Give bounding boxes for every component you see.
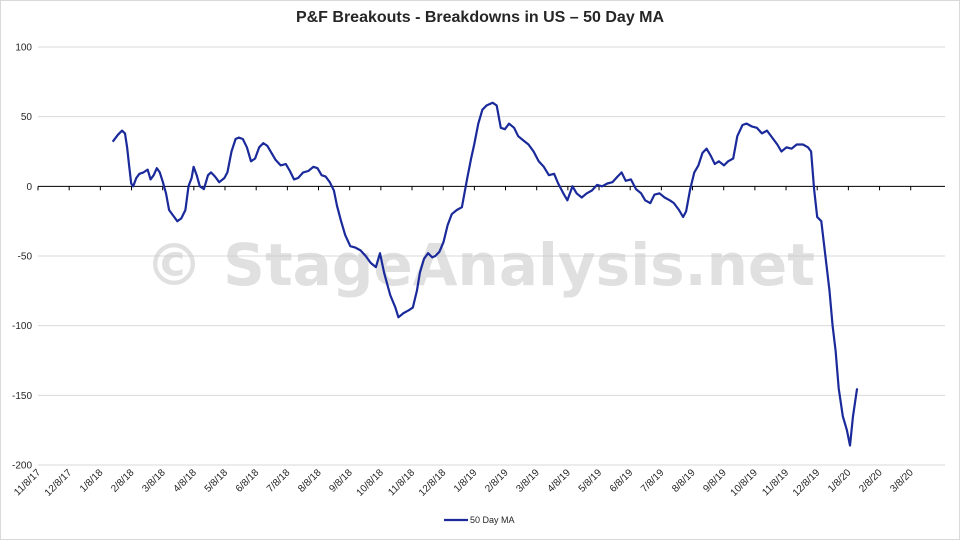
- x-tick-label: 12/8/18: [417, 467, 449, 499]
- x-tick-label: 4/8/19: [546, 467, 574, 495]
- x-tick-label: 10/8/19: [729, 467, 761, 499]
- y-tick-label: -200: [12, 461, 32, 472]
- series-layer: [111, 101, 859, 447]
- chart-title: P&F Breakouts - Breakdowns in US – 50 Da…: [295, 9, 665, 26]
- y-tick-label: -100: [12, 321, 32, 332]
- x-tick-label: 6/8/19: [608, 467, 636, 495]
- x-tick-label: 7/8/18: [265, 467, 293, 495]
- x-tick-label: 11/8/19: [760, 467, 791, 498]
- x-tick-label: 6/8/18: [234, 467, 262, 495]
- legend: 50 Day MA: [444, 515, 515, 525]
- x-tick-label: 1/8/18: [78, 467, 106, 495]
- y-tick-label: -50: [18, 252, 33, 263]
- x-tick-label: 2/8/18: [109, 467, 137, 495]
- x-tick-label: 3/8/19: [514, 467, 542, 495]
- x-tick-label: 12/8/19: [791, 467, 823, 499]
- x-tick-label: 2/8/19: [483, 467, 511, 495]
- x-tick-label: 3/8/18: [140, 467, 168, 495]
- y-tick-label: 100: [15, 43, 32, 54]
- x-tick-label: 1/8/20: [826, 467, 854, 495]
- x-tick-label: 12/8/17: [43, 467, 75, 499]
- x-tick-label: 8/8/19: [670, 467, 698, 495]
- legend-label: 50 Day MA: [470, 515, 515, 525]
- x-tick-label: 11/8/18: [386, 467, 417, 498]
- y-axis-tick-labels: 100 50 0 -50 -100 -150 -200: [12, 43, 32, 472]
- x-tick-label: 9/8/19: [701, 467, 729, 495]
- x-tick-label: 2/8/20: [857, 467, 885, 495]
- x-tick-label: 8/8/18: [296, 467, 324, 495]
- x-tick-label: 11/8/17: [12, 467, 43, 498]
- y-tick-label: -150: [12, 391, 32, 402]
- x-axis-tick-labels: 11/8/17 12/8/17 1/8/18 2/8/18 3/8/18 4/8/18 5/…: [12, 467, 916, 499]
- gridlines: [37, 46, 945, 466]
- x-tick-label: 5/8/19: [577, 467, 605, 495]
- series-line-50-day-ma: [111, 101, 859, 447]
- x-tick-label: 1/8/19: [452, 467, 480, 495]
- y-tick-label: 0: [26, 182, 32, 193]
- y-tick-label: 50: [21, 112, 33, 123]
- x-tick-label: 5/8/18: [203, 467, 231, 495]
- x-tick-label: 4/8/18: [172, 467, 200, 495]
- watermark: © StageAnalysis.net: [145, 231, 815, 299]
- x-tick-label: 3/8/20: [888, 467, 916, 495]
- x-tick-label: 9/8/18: [327, 467, 355, 495]
- x-tick-label: 7/8/19: [639, 467, 667, 495]
- x-tick-label: 10/8/18: [355, 467, 387, 499]
